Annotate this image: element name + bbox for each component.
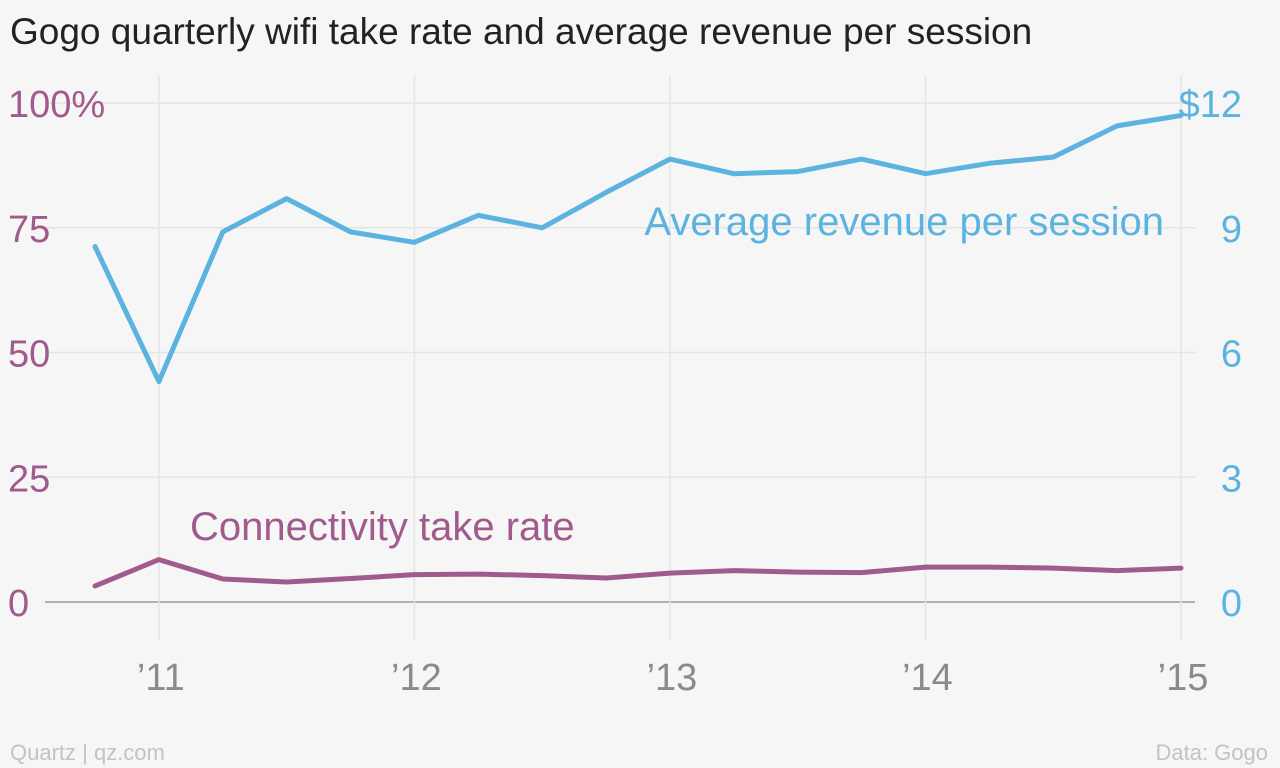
chart-title: Gogo quarterly wifi take rate and averag… <box>10 11 1032 52</box>
y-right-tick-label: 3 <box>1221 458 1242 500</box>
series-lines <box>92 113 1184 589</box>
y-right-tick-label: 9 <box>1221 209 1242 251</box>
y-left-tick-label: 100% <box>8 84 105 126</box>
gridlines <box>45 75 1195 640</box>
y-left-tick-label: 0 <box>8 583 29 625</box>
y-right-tick-label: $12 <box>1179 84 1242 126</box>
y-right-tick-label: 6 <box>1221 334 1242 376</box>
footer-credit: Quartz | qz.com <box>10 740 165 765</box>
series-line-average-revenue <box>92 113 1184 385</box>
x-tick-label: ’13 <box>647 657 698 699</box>
y-right-tick-label: 0 <box>1221 583 1242 625</box>
y-left-tick-label: 25 <box>8 458 50 500</box>
footer-source: Data: Gogo <box>1155 740 1268 765</box>
y-left-tick-label: 50 <box>8 334 50 376</box>
x-tick-label: ’15 <box>1158 657 1209 699</box>
x-tick-label: ’12 <box>391 657 442 699</box>
series-label-connectivity-take-rate: Connectivity take rate <box>190 505 575 549</box>
x-tick-label: ’11 <box>137 657 185 699</box>
y-left-tick-label: 75 <box>8 209 50 251</box>
series-line-connectivity-take-rate <box>92 557 1184 589</box>
x-tick-label: ’14 <box>902 657 953 699</box>
series-label-average-revenue: Average revenue per session <box>644 200 1164 244</box>
axes: 100% 75 50 25 0 $12 9 6 3 0 ’11 ’12 ’13 ’14 ’15 <box>8 84 1242 699</box>
